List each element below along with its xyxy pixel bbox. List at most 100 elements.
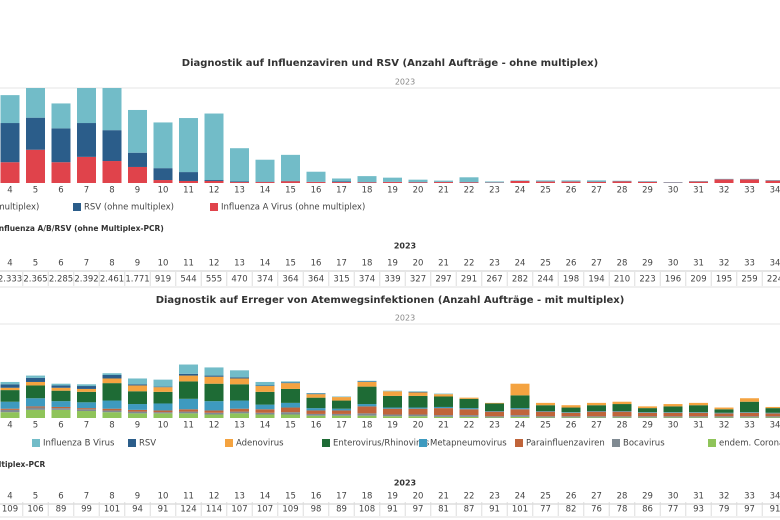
bar-segment [255,381,275,386]
bar-segment [561,181,581,183]
table-cell: 106 [27,505,43,515]
bar-segment [587,405,606,412]
table-cell: 315 [333,275,349,285]
bar-segment [153,386,173,388]
bar-segment [638,412,657,417]
bar-segment [740,398,759,402]
bar-segment [638,406,657,409]
bar-segment [230,411,249,414]
bar-segment [281,154,300,181]
bar-segment [408,395,428,408]
bar-segment [383,182,402,183]
bar-segment [561,180,581,182]
bar-segment [26,407,45,410]
table-header: 28 [617,492,628,502]
bar-segment [765,417,780,418]
bar-segment [128,384,147,386]
table-cell: 1.771 [125,275,149,285]
bar-segment [765,416,780,418]
bar-segment [204,383,224,402]
bar-segment [434,408,453,416]
bar-segment [587,402,606,406]
bar-segment [689,181,708,183]
bar-segment [306,394,326,398]
bar-segment [153,403,173,411]
bar-segment [0,95,20,124]
table-cell: 77 [668,505,679,515]
bar-segment [689,412,708,413]
bar-segment [536,181,555,183]
bar-segment [383,177,402,182]
bar-segment [357,182,377,183]
legend-label: Bocavirus [623,439,665,449]
table-cell: 919 [155,275,171,285]
bar-segment [689,412,708,417]
bar-segment [306,171,326,182]
table-cell: 374 [359,275,375,285]
bar-segment [204,401,224,411]
bar-segment [230,413,249,418]
table-header: 11 [183,259,194,269]
x-tick-label: 11 [183,421,194,431]
table-header: 28 [617,259,628,269]
table-cell: 107 [231,505,247,515]
bar-segment [153,168,173,181]
bar-segment [510,383,530,396]
bar-segment [204,367,224,376]
bar-segment [357,413,377,416]
table-header: 25 [540,492,551,502]
table-cell: 108 [359,505,375,515]
bar-segment [714,417,734,418]
bar-segment [179,373,198,376]
bar-segment [179,364,198,374]
bar-segment [128,413,147,418]
bar-segment [153,379,173,387]
table-header: 23 [489,259,500,269]
table-cell: 2.285 [49,275,73,285]
x-tick-label: 18 [362,186,373,196]
bar-segment [153,180,173,183]
bar-segment [255,182,275,183]
bar-segment [306,182,326,183]
bar-segment [638,181,657,183]
bar-segment [357,415,377,418]
table-cell: 89 [56,505,67,515]
bar-segment [714,409,734,413]
bar-segment [587,180,606,182]
table-header: 8 [109,259,114,269]
table-cell: 2.365 [23,275,47,285]
bar-segment [230,384,249,401]
bar-segment [765,413,780,417]
table-cell: 91 [158,505,169,515]
bar-segment [332,182,351,183]
bar-segment [26,406,45,408]
table-header: 19 [387,259,398,269]
bar-segment [459,397,479,399]
bar-segment [485,416,504,418]
table-header: 26 [566,492,577,502]
x-tick-label: 16 [311,186,322,196]
x-tick-label: 14 [260,186,271,196]
bar-segment [230,378,249,385]
bar-segment [612,404,632,412]
bar-segment [561,417,581,418]
x-tick-label: 13 [234,421,245,431]
bar-segment [204,410,224,413]
bar-segment [230,182,249,183]
bar-segment [357,404,377,407]
bar-segment [306,415,326,418]
x-tick-label: 24 [515,186,526,196]
bar-segment [102,161,122,183]
table-cell: 82 [566,505,577,515]
bar-segment [765,180,780,183]
x-tick-label: 26 [566,421,577,431]
table-header: 10 [158,259,169,269]
x-tick-label: 23 [489,421,500,431]
bar-segment [383,414,402,417]
bar-segment [179,180,198,183]
bar-segment [51,162,71,183]
bar-segment [332,400,351,409]
table-cell: 109 [282,505,298,515]
table-cell: 374 [257,275,273,285]
